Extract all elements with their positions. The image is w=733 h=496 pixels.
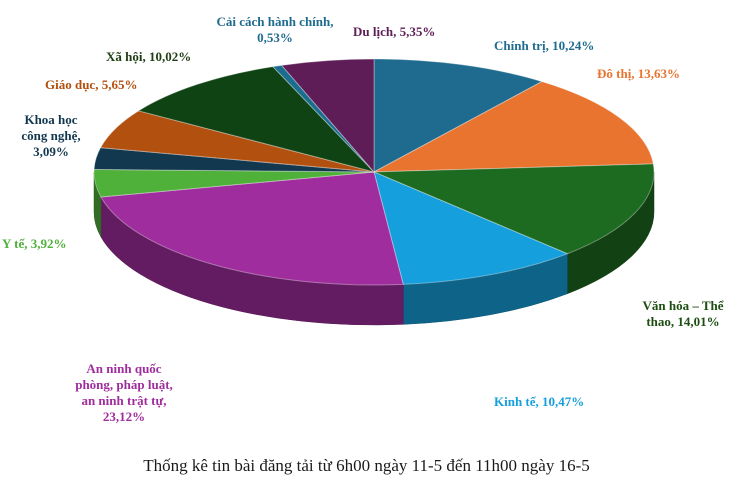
pie-slice-du-lich-5-35 — [280, 58, 375, 174]
slice-label-line: Giáo dục, 5,65% — [45, 77, 138, 92]
pie-slice-khoa-hoc — [93, 147, 375, 173]
slice-label-van-hoa-the: Văn hóa – Thể thao, 14,01% — [633, 298, 733, 330]
slice-label-kinh-te-10-47: Kinh tế, 10,47% — [494, 394, 584, 410]
slice-label-line: Du lịch, 5,35% — [353, 24, 436, 39]
slice-label-line: Đô thị, 13,63% — [597, 66, 681, 81]
slice-label-do-thi-13-63: Đô thị, 13,63% — [597, 66, 680, 82]
pie-slice-van-hoa-the — [373, 163, 655, 255]
pie-slice-xa-hoi-10-02 — [137, 66, 376, 173]
pie-slice-chinh-tri-10-24 — [373, 58, 544, 173]
pie-slice-cai-cach-hanh-chinh — [271, 64, 375, 173]
slice-label-line: An ninh quốc — [86, 361, 162, 376]
pie-slice-kinh-te-10-47 — [373, 171, 569, 285]
slice-label-du-lich-5-35: Du lịch, 5,35% — [353, 24, 435, 40]
slice-label-khoa-hoc: Khoa học công nghệ, 3,09% — [6, 112, 96, 160]
slice-label-cai-cach-hanh-chinh: Cải cách hành chính, 0,53% — [200, 14, 350, 46]
slice-label-an-ninh-quoc: An ninh quốc phòng, pháp luật, an ninh trậ… — [54, 361, 194, 425]
slice-label-line: Y tế, 3,92% — [2, 236, 67, 251]
slice-label-xa-hoi-10-02: Xã hội, 10,02% — [106, 49, 191, 65]
slice-label-line: Xã hội, 10,02% — [106, 49, 192, 64]
slice-label-line: Khoa học — [24, 112, 78, 127]
pie-slice-y-te-3-92 — [93, 168, 375, 198]
slice-label-line: Kinh tế, 10,47% — [494, 394, 585, 409]
pie-slice-do-thi-13-63 — [373, 81, 654, 173]
slice-label-line: 3,09% — [33, 144, 69, 159]
slice-label-line: Cải cách hành chính, — [216, 14, 334, 29]
pie-slice-an-ninh-quoc — [100, 171, 404, 286]
slice-label-line: 0,53% — [257, 30, 293, 45]
slice-label-line: an ninh trật tự, — [81, 393, 167, 408]
slice-label-line: Chính trị, 10,24% — [494, 38, 595, 53]
slice-label-line: thao, 14,01% — [646, 314, 720, 329]
slice-label-chinh-tri-10-24: Chính trị, 10,24% — [494, 38, 594, 54]
slice-label-y-te-3-92: Y tế, 3,92% — [2, 236, 67, 252]
slice-label-line: 23,12% — [102, 409, 146, 424]
slice-label-giao-duc-5-65: Giáo dục, 5,65% — [45, 77, 137, 93]
slice-label-line: phòng, pháp luật, — [75, 377, 173, 392]
pie-slice-giao-duc-5-65 — [99, 110, 375, 173]
chart-caption: Thống kê tin bài đăng tải từ 6h00 ngày 1… — [143, 456, 590, 475]
slice-label-line: Văn hóa – Thể — [642, 298, 724, 313]
slice-label-line: công nghệ, — [21, 128, 81, 143]
